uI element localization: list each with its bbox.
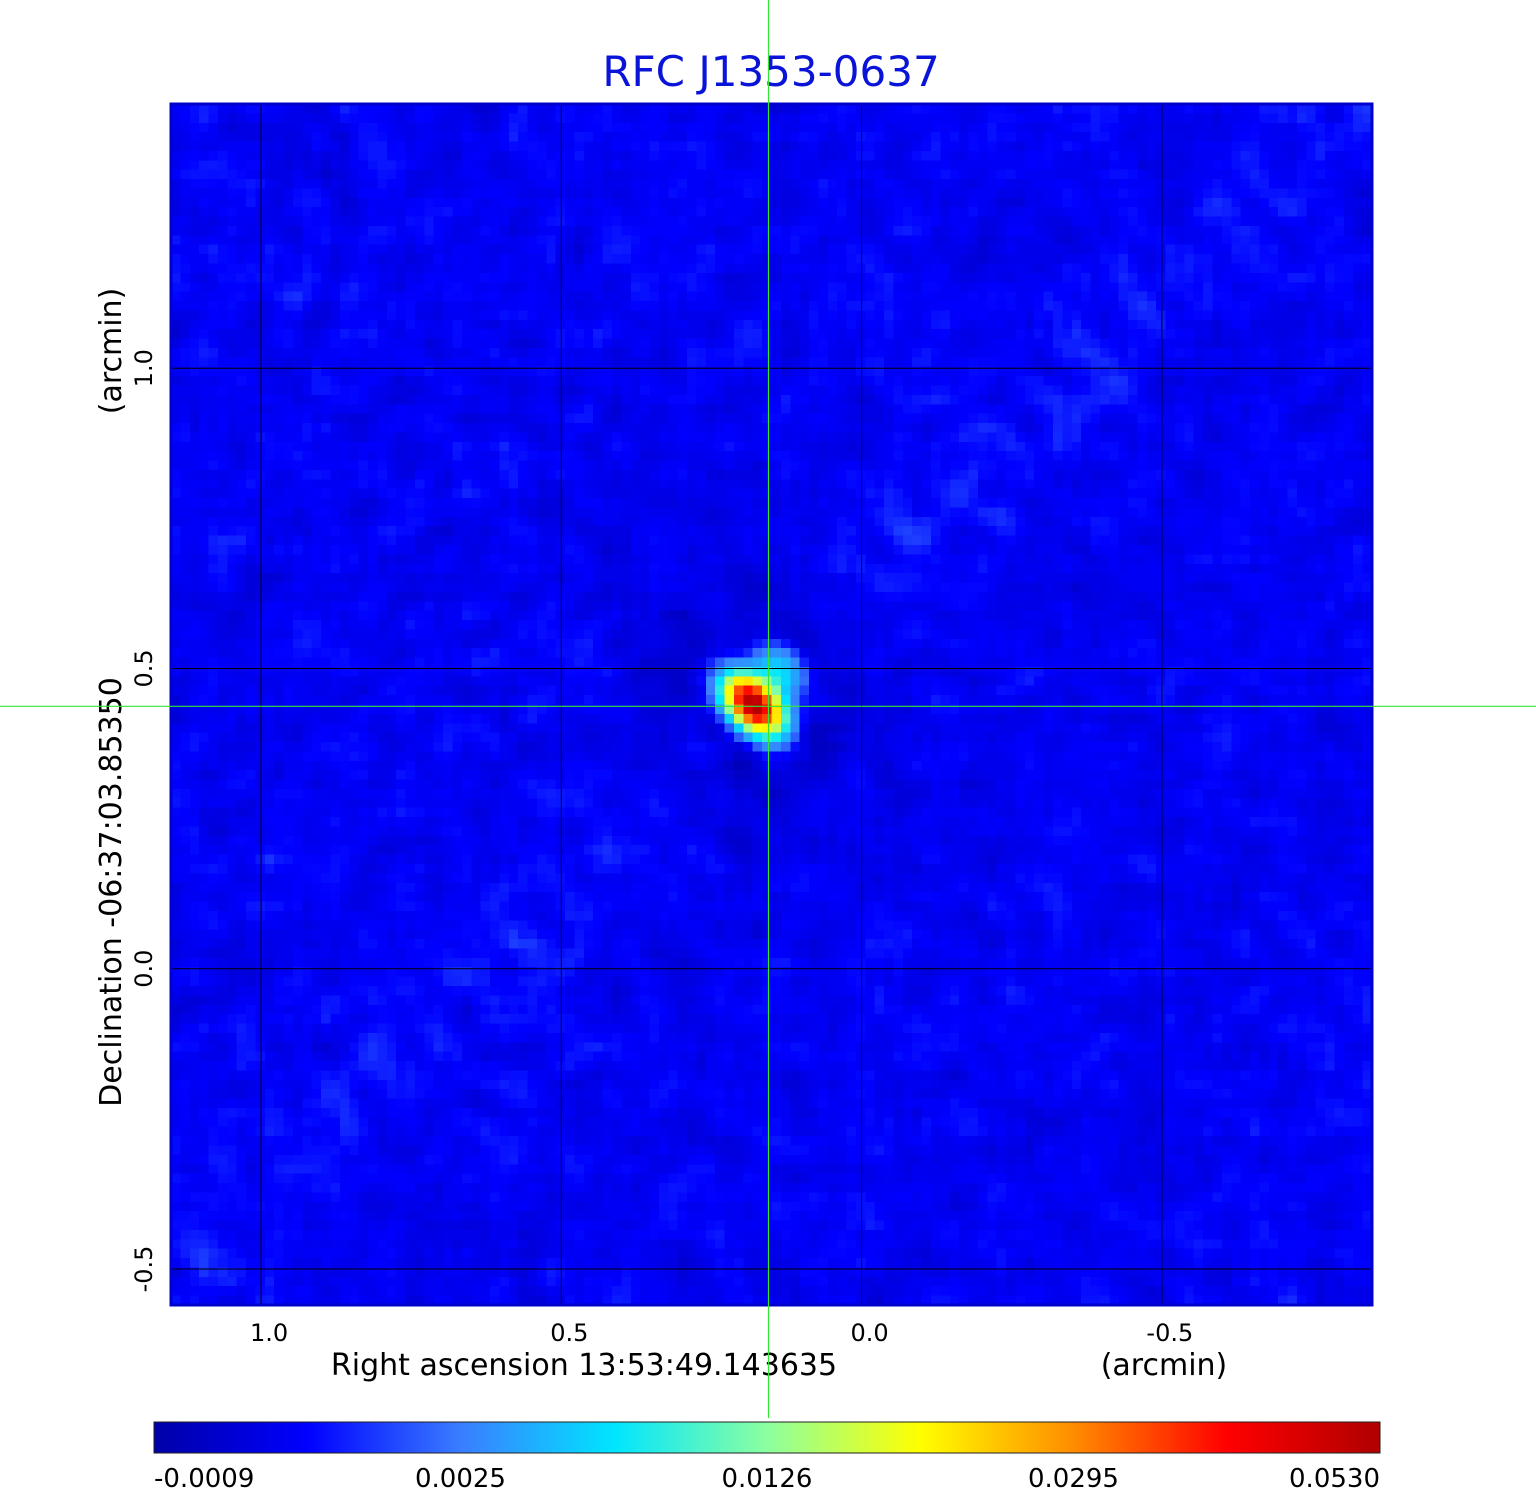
x-axis-title: Right ascension 13:53:49.143635 (331, 1348, 837, 1383)
colorbar-tick-label: 0.0295 (1028, 1464, 1119, 1494)
colorbar-tick-label: -0.0009 (154, 1464, 254, 1494)
colorbar (153, 1421, 1381, 1454)
y-axis-unit: (arcmin) (94, 288, 129, 415)
intensity-map (171, 104, 1372, 1305)
x-tick-label: 0.0 (850, 1319, 888, 1347)
y-tick-label: 0.5 (130, 649, 158, 687)
x-tick-label: 0.5 (550, 1319, 588, 1347)
colorbar-tick-label: 0.0025 (415, 1464, 506, 1494)
x-axis-unit: (arcmin) (1101, 1348, 1228, 1383)
x-tick-label: -0.5 (1146, 1319, 1193, 1347)
coordinate-grid (171, 104, 1372, 1305)
chart-title: RFC J1353-0637 (602, 47, 939, 96)
y-tick-label: -0.5 (130, 1246, 158, 1293)
x-tick-label: 1.0 (250, 1319, 288, 1347)
colorbar-tick-label: 0.0530 (1289, 1464, 1380, 1494)
y-tick-label: 0.0 (130, 950, 158, 988)
y-axis-title: Declination -06:37:03.85350 (94, 677, 129, 1107)
x-tick-labels: 1.0 0.5 0.0 -0.5 (250, 1319, 1193, 1347)
plot-frame (169, 102, 1374, 1307)
crosshair (0, 0, 1536, 1418)
y-tick-label: 1.0 (130, 349, 158, 387)
colorbar-tick-labels: -0.0009 0.0025 0.0126 0.0295 0.0530 (154, 1464, 1380, 1494)
colorbar-tick-label: 0.0126 (722, 1464, 813, 1494)
y-tick-labels: 1.0 0.5 0.0 -0.5 (130, 349, 158, 1292)
